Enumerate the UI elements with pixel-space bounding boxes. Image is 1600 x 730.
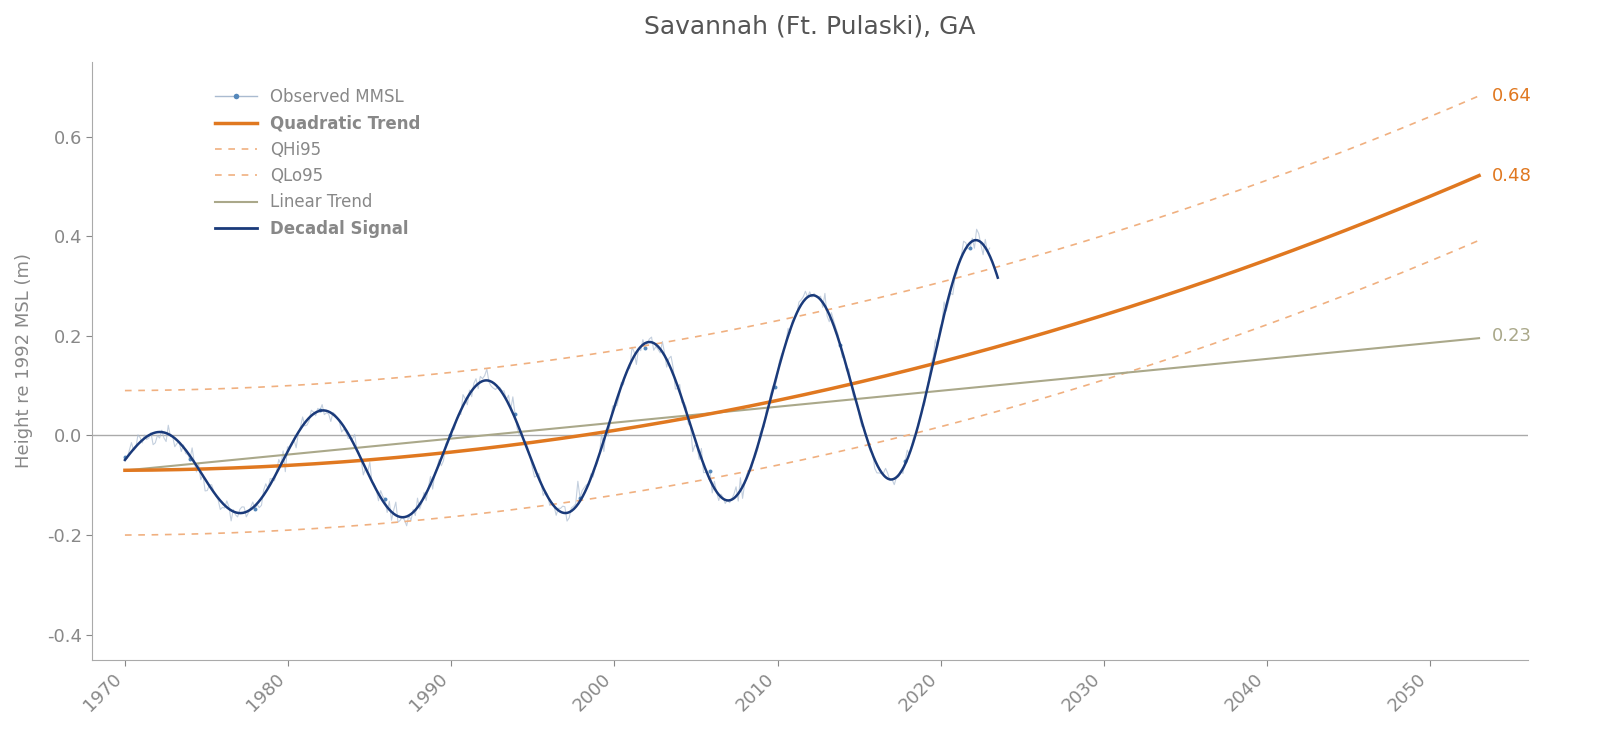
Point xyxy=(632,342,658,354)
Point xyxy=(307,404,333,416)
Point xyxy=(502,409,528,420)
Point xyxy=(568,492,594,504)
Title: Savannah (Ft. Pulaski), GA: Savannah (Ft. Pulaski), GA xyxy=(645,15,976,39)
Text: 0.23: 0.23 xyxy=(1493,327,1533,345)
Point xyxy=(893,456,918,467)
Text: 0.48: 0.48 xyxy=(1493,166,1531,185)
Point xyxy=(827,339,853,350)
Text: 0.64: 0.64 xyxy=(1493,87,1531,105)
Point xyxy=(698,466,723,477)
Point xyxy=(957,242,982,254)
Point xyxy=(437,429,462,440)
Point xyxy=(242,503,267,515)
Y-axis label: Height re 1992 MSL (m): Height re 1992 MSL (m) xyxy=(14,253,34,468)
Point xyxy=(112,451,138,463)
Legend: Observed MMSL, Quadratic Trend, QHi95, QLo95, Linear Trend, Decadal Signal: Observed MMSL, Quadratic Trend, QHi95, Q… xyxy=(216,88,421,238)
Point xyxy=(762,381,787,393)
Point xyxy=(373,493,398,505)
Point xyxy=(178,453,203,465)
